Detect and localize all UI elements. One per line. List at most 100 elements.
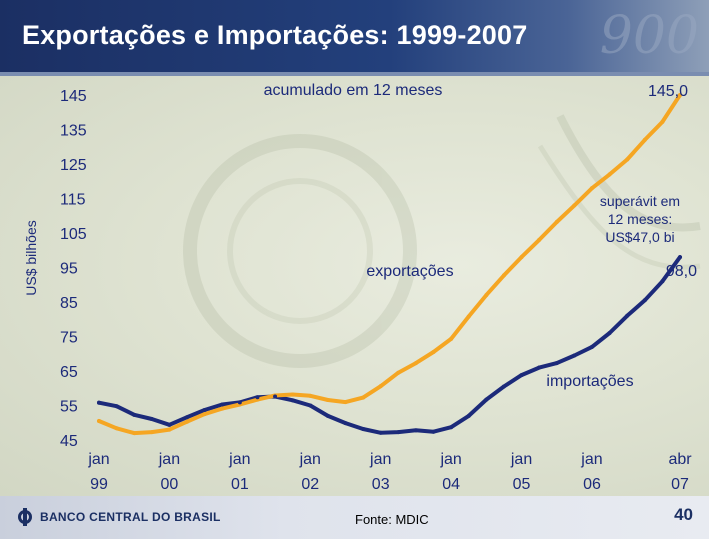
chart-area: 145 135 125 115 105 95 85 75 65 55 45 jan 99 jan 00 ja…	[0, 76, 709, 496]
data-point	[589, 344, 594, 349]
data-point	[167, 422, 172, 427]
data-point	[396, 370, 401, 375]
data-point	[519, 373, 524, 378]
y-tick-label: 135	[60, 123, 87, 140]
data-point	[589, 186, 594, 191]
y-tick-label: 145	[60, 88, 87, 105]
data-point	[537, 237, 542, 242]
data-point	[660, 279, 665, 284]
y-tick-label: 115	[60, 192, 86, 209]
series-line-exportacoes	[97, 93, 682, 436]
surplus-line-3: US$47,0 bi	[605, 229, 674, 245]
data-point	[237, 400, 242, 405]
y-tick-label: 45	[60, 433, 78, 450]
x-tick-label: abr	[668, 451, 692, 468]
y-tick-label: 95	[60, 261, 78, 278]
data-point	[660, 119, 665, 124]
data-point	[255, 395, 260, 400]
data-point	[642, 137, 647, 142]
data-point	[625, 313, 630, 318]
export-end-value: 145,0	[648, 83, 688, 100]
data-point	[378, 384, 383, 389]
data-point	[325, 397, 330, 402]
x-tick-label: 07	[671, 476, 689, 493]
data-point	[466, 413, 471, 418]
x-tick-label: jan	[369, 451, 391, 468]
x-tick-label: jan	[580, 451, 602, 468]
data-point	[97, 419, 101, 424]
footer: BANCO CENTRAL DO BRASIL Fonte: MDIC 40	[0, 496, 709, 539]
banknote-watermark: 900	[599, 6, 699, 66]
data-point	[132, 412, 137, 417]
x-tick-label: jan	[299, 451, 321, 468]
data-point	[572, 203, 577, 208]
data-point	[413, 361, 418, 366]
series-line-importacoes	[97, 255, 682, 435]
y-axis-ticks: 145 135 125 115 105 95 85 75 65 55 45	[60, 88, 87, 450]
data-point	[132, 431, 137, 436]
data-point	[149, 430, 154, 435]
data-point	[220, 406, 225, 411]
data-point	[449, 425, 454, 430]
banknote-background	[183, 114, 701, 368]
data-point	[308, 403, 313, 408]
data-point	[325, 413, 330, 418]
surplus-annotation: superávit em 12 meses: US$47,0 bi	[600, 193, 680, 245]
data-point	[185, 419, 190, 424]
title-divider	[0, 72, 709, 76]
data-point	[361, 395, 366, 400]
source-note: Fonte: MDIC	[355, 512, 429, 527]
data-points	[97, 93, 682, 436]
data-point	[114, 426, 119, 431]
y-tick-label: 105	[60, 226, 87, 243]
import-end-value: 98,0	[666, 263, 697, 280]
data-point	[519, 255, 524, 260]
surplus-line-1: superávit em	[600, 193, 680, 209]
x-tick-label: 05	[513, 476, 531, 493]
bank-logo-icon	[16, 508, 34, 526]
data-point	[185, 415, 190, 420]
x-tick-label: 04	[442, 476, 460, 493]
data-point	[396, 430, 401, 435]
data-point	[484, 293, 489, 298]
data-point	[572, 353, 577, 358]
x-tick-label: jan	[228, 451, 250, 468]
data-point	[501, 273, 506, 278]
data-point	[466, 314, 471, 319]
x-tick-label: jan	[87, 451, 109, 468]
x-tick-label: jan	[439, 451, 461, 468]
data-point	[149, 416, 154, 421]
data-point	[273, 394, 278, 399]
data-point	[554, 219, 559, 224]
y-tick-label: 75	[60, 330, 78, 347]
data-point	[290, 398, 295, 403]
x-tick-label: 06	[583, 476, 601, 493]
data-point	[554, 361, 559, 366]
data-point	[167, 427, 172, 432]
data-point	[537, 365, 542, 370]
data-point	[642, 298, 647, 303]
x-tick-label: jan	[510, 451, 532, 468]
data-point	[413, 428, 418, 433]
y-tick-label: 65	[60, 364, 78, 381]
data-point	[343, 421, 348, 426]
x-axis-ticks: jan 99 jan 00 jan 01 jan 02 jan 03 jan 04 jan 05 jan 06…	[87, 451, 692, 493]
data-point	[343, 400, 348, 405]
y-tick-label: 55	[60, 399, 78, 416]
data-point	[607, 331, 612, 336]
export-series-label: exportações	[366, 263, 453, 280]
x-tick-label: 03	[372, 476, 390, 493]
data-point	[202, 412, 207, 417]
data-point	[114, 404, 119, 409]
x-tick-label: 01	[231, 476, 249, 493]
title-bar: 900 Exportações e Importações: 1999-2007	[0, 0, 709, 72]
data-point	[501, 384, 506, 389]
y-axis-label: US$ bilhões	[23, 220, 39, 296]
x-tick-label: 00	[161, 476, 179, 493]
data-point	[97, 400, 101, 405]
data-point	[678, 93, 682, 97]
x-tick-label: 99	[90, 476, 108, 493]
data-point	[308, 393, 313, 398]
